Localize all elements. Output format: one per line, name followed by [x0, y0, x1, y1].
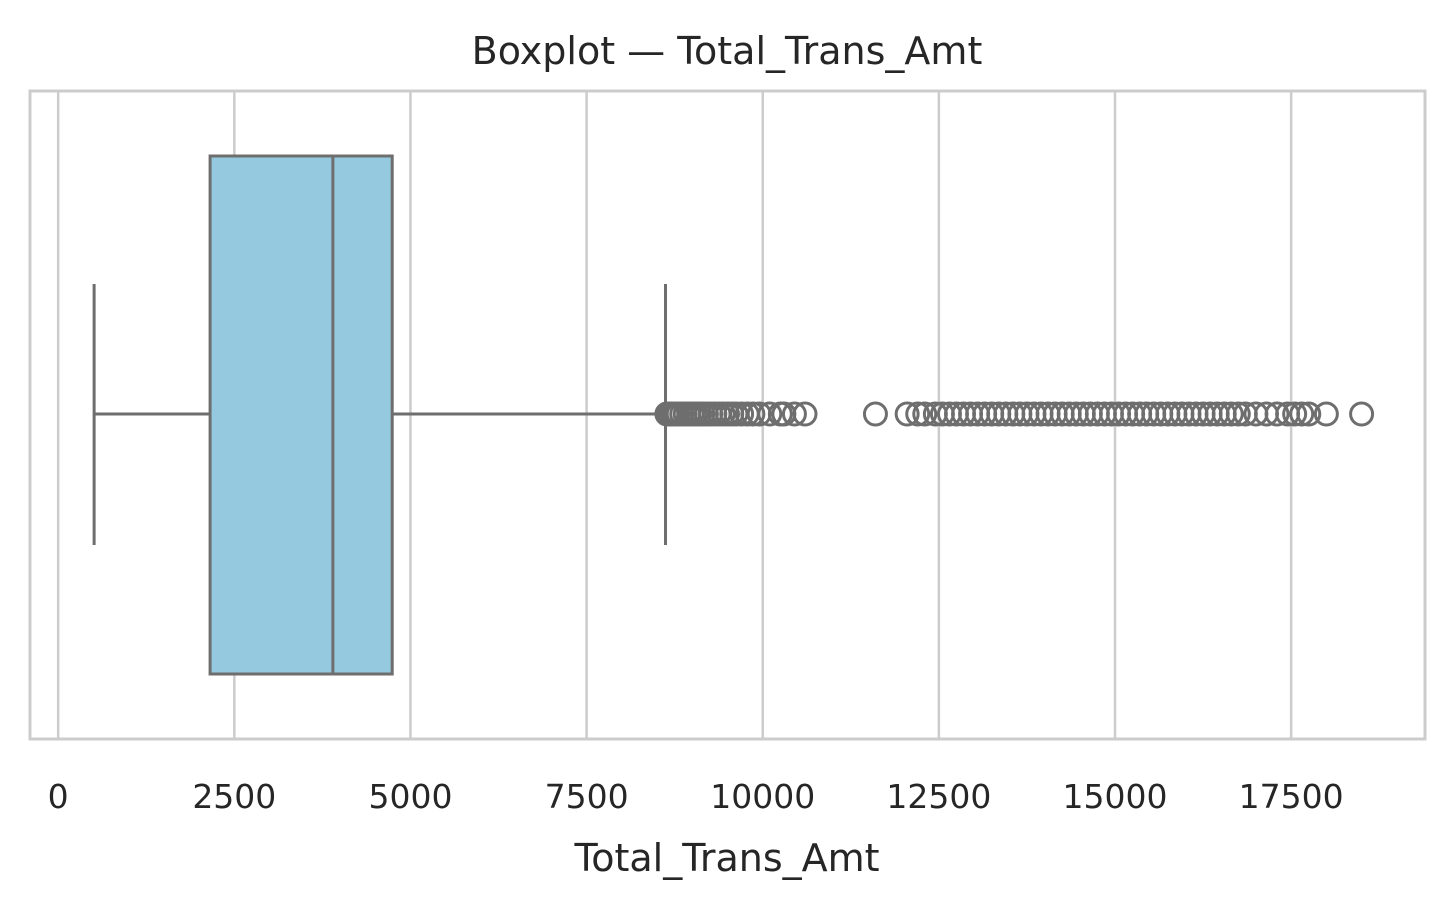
outlier-point — [1296, 401, 1322, 427]
x-tick-labels: 0 2500 5000 7500 10000 12500 15000 17500 — [48, 777, 1344, 816]
x-tick-label: 17500 — [1239, 777, 1344, 816]
x-tick-label: 10000 — [710, 777, 815, 816]
chart-title: Boxplot — Total_Trans_Amt — [472, 29, 983, 73]
outlier-point — [740, 401, 766, 427]
outlier-point — [792, 401, 818, 427]
x-tick-label: 5000 — [368, 777, 452, 816]
x-axis-label: Total_Trans_Amt — [573, 836, 879, 880]
plot-frame — [28, 89, 1427, 741]
outlier-point — [862, 401, 888, 427]
outlier-points — [654, 401, 1375, 427]
outlier-point — [757, 401, 783, 427]
x-tick-label: 2500 — [192, 777, 276, 816]
x-tick-label: 15000 — [1063, 777, 1168, 816]
outlier-point — [1282, 401, 1308, 427]
outlier-point — [1218, 401, 1244, 427]
outlier-point — [894, 401, 920, 427]
outlier-point — [1264, 401, 1290, 427]
outlier-point — [1225, 401, 1251, 427]
x-tick-label: 12500 — [886, 777, 991, 816]
outlier-point — [912, 401, 938, 427]
box-layer — [92, 154, 667, 676]
outlier-point — [905, 401, 931, 427]
outlier-point — [1313, 401, 1339, 427]
iqr-box — [208, 154, 394, 676]
outlier-point — [1289, 401, 1315, 427]
x-tick-label: 0 — [48, 777, 69, 816]
x-tick-label: 7500 — [545, 777, 629, 816]
outlier-point — [781, 401, 807, 427]
outlier-point — [1349, 401, 1375, 427]
